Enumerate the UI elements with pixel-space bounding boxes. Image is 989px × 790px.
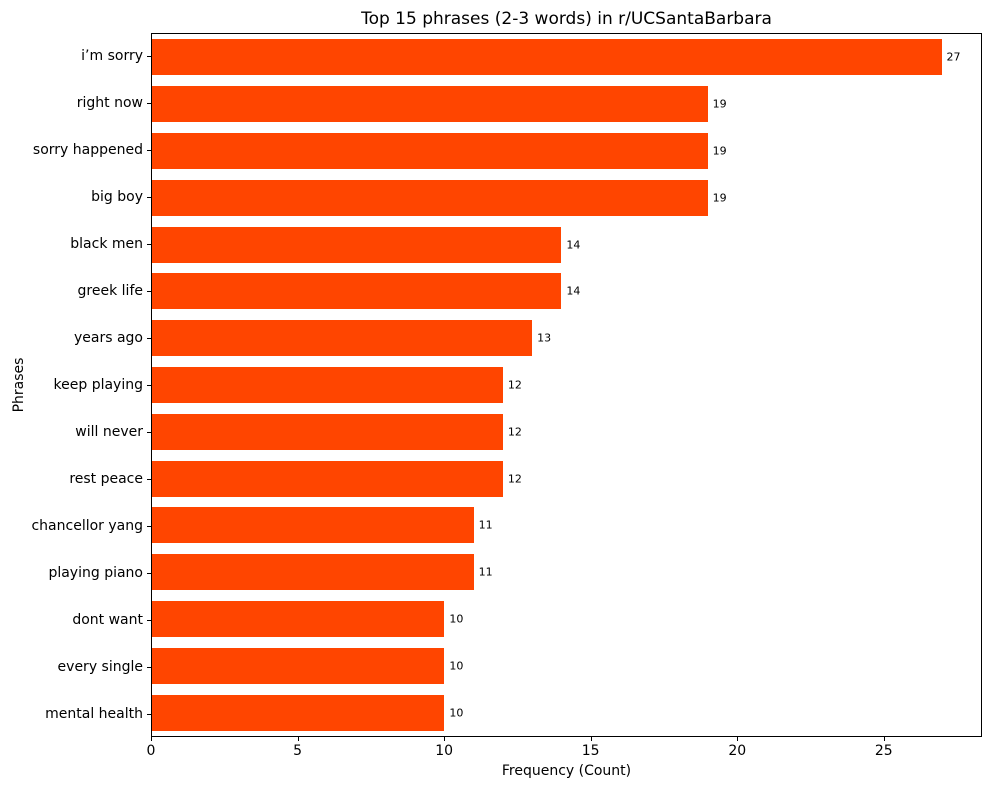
bar-row: 11 [152, 549, 981, 596]
y-tick-label: every single [57, 658, 143, 675]
x-tick-label: 5 [293, 743, 303, 759]
bar [152, 647, 445, 684]
bar-row: 14 [152, 268, 981, 315]
bar-value-label: 14 [566, 238, 581, 252]
bar-value-label: 10 [449, 659, 464, 673]
bar-value-label: 12 [507, 425, 522, 439]
bar-value-label: 13 [537, 331, 552, 345]
bar-value-label: 12 [507, 378, 522, 392]
y-tick-mark [147, 150, 151, 152]
bar-value-label: 19 [712, 144, 727, 158]
x-tick-label: 20 [728, 743, 747, 759]
bar [152, 694, 445, 731]
y-tick-label: years ago [73, 330, 143, 347]
bar-row: 14 [152, 221, 981, 268]
bar [152, 507, 474, 544]
y-tick-mark [147, 338, 151, 340]
bar [152, 460, 503, 497]
bar-row: 10 [152, 596, 981, 643]
bar-value-label: 11 [478, 565, 493, 579]
x-tick-label: 10 [435, 743, 454, 759]
bar-value-label: 11 [478, 518, 493, 532]
x-tick-label: 25 [874, 743, 893, 759]
bar-value-label: 14 [566, 284, 581, 298]
bar-value-label: 19 [712, 97, 727, 111]
x-tick-mark [297, 737, 299, 741]
bar-value-label: 27 [946, 50, 961, 64]
y-tick-label: sorry happened [32, 142, 143, 159]
bar-value-label: 19 [712, 191, 727, 205]
bar-row: 12 [152, 362, 981, 409]
y-tick-label: mental health [45, 705, 143, 722]
y-tick-mark [147, 244, 151, 246]
x-tick-mark [444, 737, 446, 741]
bar [152, 179, 708, 216]
y-tick-mark [147, 572, 151, 574]
x-tick-mark [737, 737, 739, 741]
y-tick-label: right now [76, 95, 143, 112]
y-tick-label: keep playing [53, 377, 143, 393]
y-tick-mark [147, 478, 151, 480]
bar [152, 366, 503, 403]
bar-row: 19 [152, 174, 981, 221]
x-tick-mark [151, 737, 152, 741]
bar-row: 27 [152, 34, 981, 81]
bar-row: 13 [152, 315, 981, 362]
y-tick-label: black men [70, 236, 143, 253]
bar [152, 554, 474, 591]
x-axis-label: Frequency (Count) [501, 763, 632, 779]
bar [152, 600, 445, 637]
x-tick-label: 15 [581, 743, 600, 759]
bar-row: 10 [152, 642, 981, 689]
bar-value-label: 10 [449, 612, 464, 626]
bar-row: 10 [152, 689, 981, 736]
x-tick-label: 0 [146, 743, 156, 759]
y-tick-mark [147, 619, 151, 621]
y-tick-mark [147, 525, 151, 527]
y-tick-mark [147, 197, 151, 199]
bar [152, 320, 533, 357]
bar-row: 12 [152, 455, 981, 502]
y-tick-label: big boy [91, 189, 143, 206]
y-tick-mark [147, 666, 151, 668]
chart-title: Top 15 phrases (2-3 words) in r/UCSantaB… [361, 9, 772, 29]
y-tick-mark [147, 713, 151, 715]
plot-area: 27 19 19 19 14 14 13 12 12 12 11 11 10 10 10 [151, 33, 982, 737]
y-tick-label: rest peace [69, 470, 143, 487]
bar-row: 19 [152, 128, 981, 175]
bar-row: 19 [152, 81, 981, 128]
y-tick-label: greek life [77, 283, 143, 300]
x-tick-mark [590, 737, 592, 741]
bar [152, 39, 942, 76]
y-tick-label: dont want [72, 611, 143, 628]
y-tick-mark [147, 431, 151, 433]
bar [152, 226, 562, 263]
bar-row: 12 [152, 408, 981, 455]
bar-value-label: 12 [507, 472, 522, 486]
bar-row: 11 [152, 502, 981, 549]
bar [152, 413, 503, 450]
y-tick-label: i’m sorry [81, 48, 143, 65]
y-axis-tick-labels: i’m sorry right now sorry happened big boy b… [0, 33, 143, 737]
bar [152, 273, 562, 310]
x-tick-mark [883, 737, 885, 741]
y-tick-mark [147, 56, 151, 58]
bar [152, 132, 708, 169]
y-tick-label: playing piano [48, 564, 143, 581]
y-tick-mark [147, 291, 151, 293]
bar-value-label: 10 [449, 706, 464, 720]
y-tick-mark [147, 103, 151, 105]
y-tick-label: chancellor yang [31, 517, 143, 534]
bar [152, 86, 708, 123]
y-tick-mark [147, 385, 151, 386]
y-tick-label: will never [75, 423, 143, 440]
